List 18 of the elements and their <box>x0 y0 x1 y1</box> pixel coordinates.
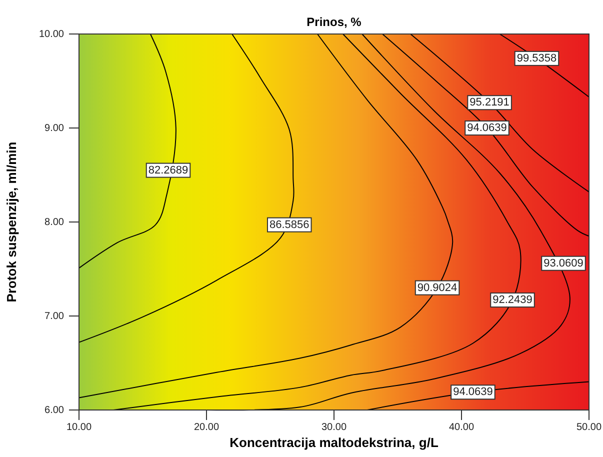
y-tick-label: 10.00 <box>38 29 64 40</box>
y-tick-label: 6.00 <box>44 405 64 416</box>
annotation: 93.0609 <box>544 257 584 270</box>
x-tick-label: 10.00 <box>66 422 92 434</box>
x-tick-label: 40.00 <box>448 422 474 434</box>
x-tick-label: 20.00 <box>194 422 220 434</box>
chart-title: Prinos, % <box>306 15 362 29</box>
annotation: 82.2689 <box>148 164 188 176</box>
line-series <box>382 34 590 237</box>
annotation: 86.5856 <box>269 218 310 231</box>
y-tick-label: 9.00 <box>44 123 64 134</box>
y-tick-label: 8.00 <box>44 217 64 228</box>
x-tick-label: 50.00 <box>576 422 602 434</box>
x-tick-label: 30.00 <box>321 422 347 434</box>
y-axis-title: Protok suspenzije, ml/min <box>4 142 19 302</box>
x-axis-title: Koncentracija maltodekstrina, g/L <box>230 435 438 450</box>
line-series <box>410 34 590 192</box>
y-tick-label: 7.00 <box>44 311 64 322</box>
